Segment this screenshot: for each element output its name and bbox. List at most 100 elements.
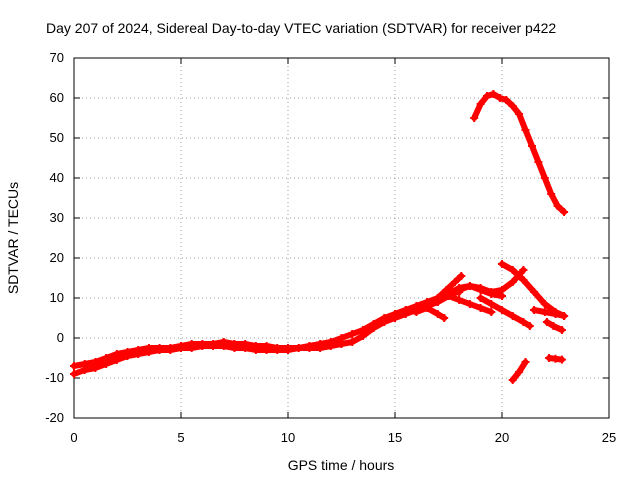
data-point xyxy=(444,292,453,300)
data-point xyxy=(433,294,442,302)
data-point xyxy=(380,318,389,326)
data-point xyxy=(528,142,536,150)
data-point xyxy=(305,344,314,352)
data-point xyxy=(358,332,367,340)
y-tick-label: -10 xyxy=(45,370,64,385)
data-point xyxy=(542,318,551,326)
x-tick-label: 15 xyxy=(388,430,402,445)
data-point xyxy=(476,286,485,294)
data-point xyxy=(508,266,517,274)
series-trace xyxy=(71,299,441,377)
data-point xyxy=(508,102,517,110)
data-point xyxy=(540,308,549,316)
data-point xyxy=(423,304,432,312)
plot-frame xyxy=(73,57,610,419)
data-point xyxy=(521,358,530,366)
data-point xyxy=(262,346,271,354)
data-point xyxy=(166,346,175,354)
data-point xyxy=(521,126,530,134)
data-point xyxy=(198,342,207,350)
track-short-up xyxy=(433,272,466,302)
data-point xyxy=(442,286,451,294)
data-point xyxy=(476,304,485,312)
y-tick-label: 50 xyxy=(50,130,64,145)
data-point xyxy=(498,260,506,268)
data-point xyxy=(465,300,474,308)
y-tick-label: 10 xyxy=(50,290,64,305)
x-tick-label: 10 xyxy=(281,430,295,445)
data-point xyxy=(487,300,496,308)
data-point xyxy=(508,312,517,320)
data-point xyxy=(465,282,474,290)
data-point xyxy=(540,174,549,182)
track-neg-flat xyxy=(545,354,566,364)
data-point xyxy=(209,342,218,350)
y-tick-label: 40 xyxy=(50,170,64,185)
data-point xyxy=(177,344,185,352)
data-point xyxy=(560,312,569,320)
y-tick-label: -20 xyxy=(45,410,64,425)
data-point xyxy=(487,308,496,316)
track-neg-rise xyxy=(508,358,530,384)
data-point xyxy=(91,364,100,372)
data-point xyxy=(540,300,549,308)
series-trace xyxy=(531,307,568,319)
data-point xyxy=(519,276,528,284)
data-point xyxy=(401,306,410,314)
data-point xyxy=(549,322,558,330)
data-point xyxy=(455,284,464,292)
data-point xyxy=(80,366,89,374)
data-point xyxy=(534,158,543,166)
y-tick-label: 0 xyxy=(57,330,64,345)
data-point xyxy=(498,306,506,314)
data-point xyxy=(70,362,78,370)
data-point xyxy=(502,96,511,104)
data-point xyxy=(412,308,421,316)
grid xyxy=(74,58,609,418)
data-point xyxy=(230,344,239,352)
data-point xyxy=(273,346,282,354)
y-tick-label: 30 xyxy=(50,210,64,225)
data-point xyxy=(112,356,121,364)
data-point xyxy=(391,310,399,318)
track-peak xyxy=(470,90,569,216)
y-tick-label: 60 xyxy=(50,90,64,105)
data-point xyxy=(241,344,250,352)
data-point xyxy=(450,278,459,286)
data-point xyxy=(476,100,485,108)
track-tail-b xyxy=(542,318,566,334)
data-point xyxy=(440,314,449,322)
track-decline-b xyxy=(476,294,534,330)
data-point xyxy=(455,296,464,304)
data-point xyxy=(326,342,335,350)
data-point xyxy=(553,202,562,210)
x-tick-label: 5 xyxy=(177,430,184,445)
data-point xyxy=(489,90,498,98)
data-point xyxy=(487,290,496,298)
data-point xyxy=(515,110,524,118)
data-point xyxy=(433,310,442,318)
y-axis-label: SDTVAR / TECUs xyxy=(5,182,21,294)
data-point xyxy=(348,330,357,338)
track-decline-a xyxy=(444,292,496,316)
data-point xyxy=(530,288,539,296)
x-tick-label: 25 xyxy=(602,430,616,445)
y-tick-label: 70 xyxy=(50,50,64,65)
data-point xyxy=(457,272,466,280)
data-point xyxy=(369,324,378,332)
data-point xyxy=(560,208,569,216)
track-bump xyxy=(391,304,449,322)
data-point xyxy=(519,318,528,326)
data-point xyxy=(508,278,517,286)
series-trace xyxy=(434,273,465,301)
data-point xyxy=(519,266,528,274)
series-group xyxy=(70,90,569,384)
data-point xyxy=(251,346,260,354)
track-tail-a xyxy=(530,306,569,320)
data-point xyxy=(557,326,566,334)
data-point xyxy=(551,310,560,318)
x-tick-label: 20 xyxy=(495,430,509,445)
data-point xyxy=(155,346,164,354)
data-point xyxy=(498,292,506,300)
